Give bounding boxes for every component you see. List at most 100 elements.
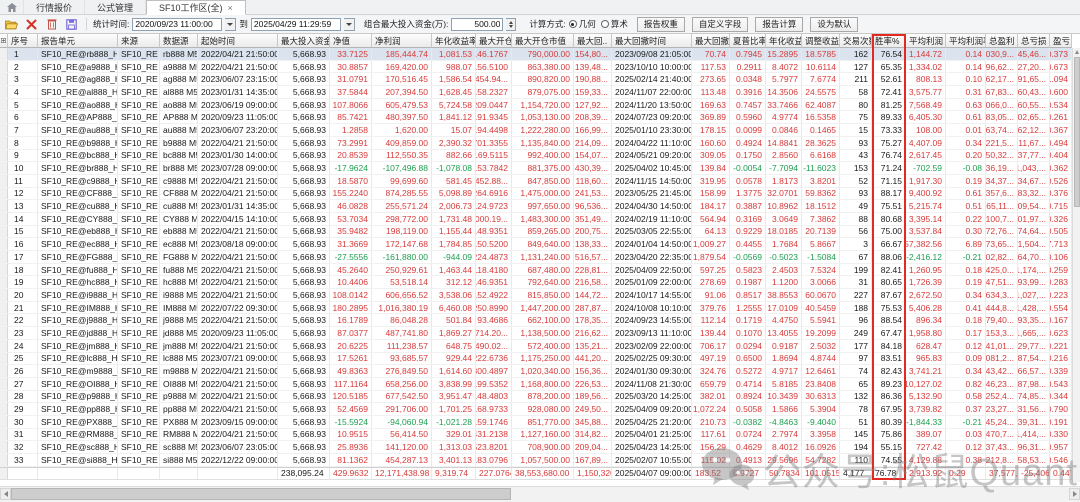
table-cell: SF10_RE@hc888_H1 [38,276,118,289]
custom-fields-button[interactable]: 自定义字段 [691,16,749,32]
column-header-sharpe[interactable]: 夏普比率 [730,34,766,48]
scroll-right-button[interactable] [1069,488,1080,500]
table-row[interactable]: 2 SF10_RE@a9888_H1 SF10_RE a9888 M5 2022/04/… [0,60,1080,74]
table-row[interactable]: 8 SF10_RE@b9888_H1 SF10_RE b9888 M5 2022/04/… [0,136,1080,150]
table-cell: 32.0701 [766,187,802,200]
column-header-avg-profit[interactable]: 平均利润 [906,34,946,48]
table-row[interactable]: 25 SF10_RE@lc888_H1 SF10_RE lc888 M5 2023/07… [0,352,1080,366]
table-row[interactable]: 13 SF10_RE@cu888_H1 SF10_RE cu888 M5 2023/01… [0,200,1080,213]
radio-arithmetic[interactable]: 算术 [600,18,628,30]
table-cell: 120.5185 [330,390,372,403]
column-header-total-profit[interactable]: 总盈利 [986,34,1018,48]
table-cell: fu888 M5 [160,263,198,276]
table-cell: 276,849.50 [372,365,432,377]
horizontal-scroll-thumb[interactable] [11,488,511,500]
table-cell: 153 [840,162,872,174]
max-capital-input[interactable] [451,17,504,31]
table-row[interactable]: 10 SF10_RE@br888_H1 SF10_RE br888 M5 2023/07… [0,162,1080,175]
table-row[interactable]: 29 SF10_RE@pp888_H1 SF10_RE pp888 M5 2022/04… [0,403,1080,416]
save-button[interactable] [63,17,80,32]
table-row[interactable]: 7 SF10_RE@au888_H1 SF10_RE au888 M5 2023/06/… [0,124,1080,137]
column-header-data-source[interactable]: 数据源 [160,34,198,48]
summary-cell [160,467,198,479]
scroll-left-button[interactable] [0,488,11,500]
table-cell: 480,397.50 [372,111,432,124]
column-header-pl-ratio[interactable]: 盈亏比 [1050,34,1072,48]
set-default-button[interactable]: 设为默认 [810,16,859,32]
column-header-max-drawdown[interactable]: 最大回.. [574,34,612,48]
max-capital-stepper[interactable] [506,17,517,31]
column-header-adjusted-return[interactable]: 调整收益.. [802,34,840,48]
trash-button[interactable] [43,17,60,32]
horizontal-scrollbar[interactable] [0,486,1080,502]
report-calc-button[interactable]: 报告计算 [755,16,804,32]
column-header-report-unit[interactable]: 报告单元 [38,34,118,48]
vertical-scroll-thumb[interactable] [1073,57,1080,207]
column-header-seq[interactable]: 序号 [8,34,38,48]
table-row[interactable]: 5 SF10_RE@ao888_H1 SF10_RE ao888 M5 2023/06/… [0,98,1080,112]
home-button[interactable] [0,0,24,14]
column-header-max-open[interactable]: 最大开仓.. [476,34,512,48]
radio-geometric[interactable]: 几何 [568,18,596,30]
table-row[interactable]: 27 SF10_RE@OI888_H1 SF10_RE OI888 M5 2022/04… [0,377,1080,391]
table-row[interactable]: 28 SF10_RE@p9888_H1 SF10_RE p9888 M5 2022/04… [0,390,1080,404]
table-row[interactable]: 4 SF10_RE@al888_H1 SF10_RE al888 M5 2023/01/… [0,86,1080,99]
table-row[interactable]: 15 SF10_RE@eb888_H1 SF10_RE eb888 M5 2022/04… [0,225,1080,239]
column-header-max-drawdown-time[interactable]: 最大回撤时间 [612,34,692,48]
table-cell: 1,252,4... [986,390,1018,403]
table-row[interactable]: 11 SF10_RE@c9888_H1 SF10_RE c9888 M5 2022/04… [0,174,1080,188]
table-row[interactable]: 18 SF10_RE@fu888_H1 SF10_RE fu888 M5 2022/04… [0,263,1080,277]
start-time-input[interactable] [132,17,223,31]
column-header-max-open-value[interactable]: 最大开仓市值 [512,34,574,48]
open-button[interactable] [3,17,20,32]
column-header-annual-return-pct[interactable]: 年化收益率% [432,34,476,48]
column-header-avg-profit-rate[interactable]: 平均利润率% [946,34,986,48]
table-row[interactable]: 3 SF10_RE@ag888_H1 SF10_RE ag888 M5 2023/06/… [0,73,1080,87]
table-row[interactable]: 32 SF10_RE@sc888_H1 SF10_RE sc888 M5 2023/06… [0,441,1080,454]
table-row[interactable]: 22 SF10_RE@j9888_H1 SF10_RE j9888 M5 2022/04… [0,314,1080,328]
table-cell: -1,027,... [1018,289,1050,301]
column-header-total-loss[interactable]: 总亏损 [1018,34,1050,48]
column-header-annual-return2[interactable]: 年化收益.. [766,34,802,48]
column-header-win-rate[interactable]: 胜率% [872,34,906,48]
column-header-start-time[interactable]: 起始时间 [198,34,278,48]
column-header-max-drawdown-rate[interactable]: 最大回撤.. [692,34,730,48]
column-header-max-capital[interactable]: 最大投入资金 [278,34,330,48]
column-header-net-profit[interactable]: 净利润 [372,34,432,48]
table-row[interactable]: 20 SF10_RE@i9888_H1 SF10_RE i9888 M5 2022/04… [0,289,1080,302]
expand-all-icon[interactable] [0,34,8,48]
table-row[interactable]: 16 SF10_RE@ec888_H1 SF10_RE ec888 M5 2023/08… [0,238,1080,251]
tab-sf10-workspace[interactable]: SF10工作区(全) × [146,0,246,15]
tab-formula-manager[interactable]: 公式管理 [85,0,147,14]
table-row[interactable]: 1 SF10_RE@rb888_H1 SF10_RE rb888 M5 2022/04/… [0,48,1080,61]
table-cell: SF10_RE@AP888_H1 [38,111,118,124]
tab-quotes[interactable]: 行情报价 [24,0,86,14]
table-row[interactable]: 9 SF10_RE@bc888_H1 SF10_RE bc888 M5 2023/01/… [0,149,1080,163]
start-time-dropdown[interactable] [225,17,237,31]
table-cell: 723,27... [986,403,1018,415]
column-header-source[interactable]: 来源 [118,34,160,48]
table-row[interactable]: 33 SF10_RE@si888_H1 SF10_RE si888 M5 2022/12… [0,454,1080,467]
end-time-input[interactable] [250,17,341,31]
end-time-dropdown[interactable] [343,17,355,31]
report-weight-button[interactable]: 报告权重 [636,16,685,32]
column-header-trade-count[interactable]: 交易次数 [840,34,872,48]
column-header-net-value[interactable]: 净值 [330,34,372,48]
table-row[interactable]: 21 SF10_RE@IM888_H1 SF10_RE IM888 M5 2022/07… [0,301,1080,315]
table-row[interactable]: 23 SF10_RE@jd888_H1 SF10_RE jd888 M5 2020/09… [0,327,1080,340]
table-row[interactable]: 19 SF10_RE@hc888_H1 SF10_RE hc888 M5 2022/04… [0,276,1080,290]
table-cell: 2022/04/21 21:50:00 [198,251,278,263]
delete-button[interactable] [23,17,40,32]
table-row[interactable]: 24 SF10_RE@jm888_H1 SF10_RE jm888 M5 2022/04… [0,339,1080,353]
table-cell: SF10_RE [118,263,160,276]
close-tab-icon[interactable]: × [227,2,233,13]
table-cell: 516,57... [574,251,612,263]
vertical-scrollbar[interactable] [1072,48,1080,482]
